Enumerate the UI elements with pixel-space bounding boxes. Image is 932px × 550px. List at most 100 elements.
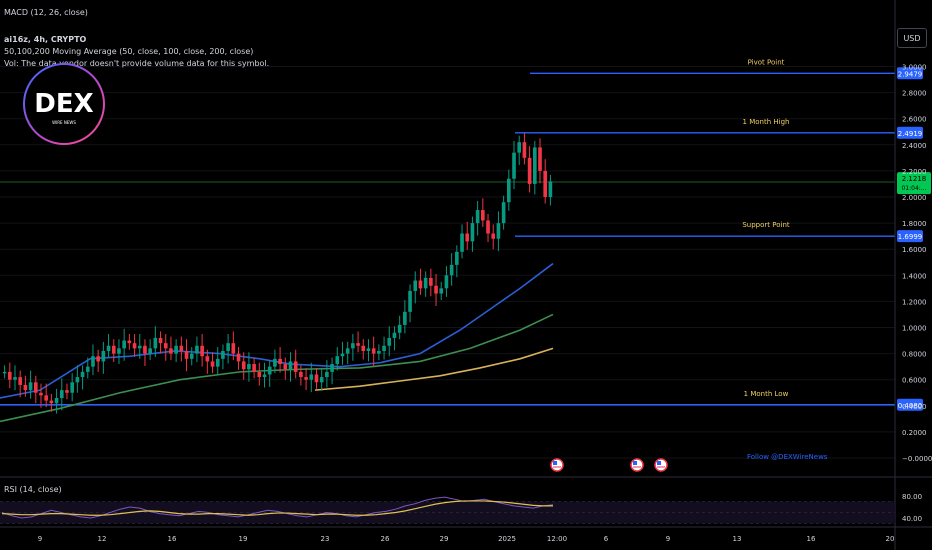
candle-body [382, 345, 386, 351]
candle-body [241, 361, 246, 370]
candle-body [506, 178, 511, 203]
current-price-badge [897, 172, 931, 195]
candle-body [179, 345, 184, 351]
candle-body [143, 345, 147, 354]
candle-body [215, 358, 220, 367]
rsi-indicator-label[interactable]: RSI (14, close) [4, 485, 62, 494]
rsi-band [0, 501, 895, 524]
time-tick-label: 9 [38, 535, 42, 543]
candle-body [101, 350, 106, 362]
candle-body [226, 343, 230, 351]
price-tick-label: 1.0000 [902, 325, 927, 333]
price-tick-label: 0.4000 [902, 403, 927, 411]
candle-body [465, 233, 470, 242]
level-name: Pivot Point [748, 58, 785, 66]
candle-body [2, 371, 7, 374]
level-name: 1 Month Low [744, 390, 789, 398]
level-price-badge [897, 230, 923, 243]
candle-body [351, 343, 355, 349]
symbol-label[interactable]: ai16z, 4h, CRYPTO [4, 35, 87, 44]
candle-body [85, 366, 90, 372]
level-price-label: 2.9479 [898, 70, 923, 78]
candle-body [444, 275, 449, 289]
candle-body [153, 337, 158, 349]
candle-body [304, 377, 308, 380]
volume-indicator-label: Vol: The data vendor doesn't provide vol… [4, 59, 270, 68]
ma200-line [314, 347, 554, 391]
price-tick-label: 1.6000 [902, 246, 927, 254]
candle-body [267, 366, 272, 375]
moving-averages [0, 262, 554, 423]
level-price-badge [897, 398, 923, 411]
currency-button[interactable]: USD [897, 28, 927, 48]
candle-body [132, 343, 137, 349]
level-price-badge [897, 126, 923, 139]
candle-body [449, 264, 454, 276]
level-name: 1 Month High [743, 118, 790, 126]
candle-body [408, 290, 412, 312]
time-tick-label: 12 [98, 535, 107, 543]
logo-text: DEX [34, 89, 93, 119]
candle-body [517, 142, 522, 153]
candlesticks [2, 133, 553, 414]
current-price-countdown: 01:04:... [901, 185, 926, 192]
time-tick-label: 16 [807, 535, 816, 543]
candle-body [283, 364, 288, 370]
candle-body [189, 353, 194, 359]
candle-body [39, 392, 43, 396]
candle-body [231, 343, 236, 354]
candle-body [538, 147, 542, 171]
candle-body [403, 311, 407, 325]
candle-body [429, 277, 433, 286]
candle-body [434, 285, 438, 294]
candle-body [522, 142, 527, 158]
price-tick-label: 0.8000 [902, 351, 927, 359]
rsi-ma-line [1, 500, 553, 516]
candle-body [345, 348, 350, 354]
candle-body [543, 170, 548, 197]
candle-body [371, 348, 376, 354]
macd-indicator-label[interactable]: MACD (12, 26, close) [4, 8, 88, 17]
candle-body [91, 356, 95, 367]
current-price-label: 2.1218 [902, 175, 927, 183]
candle-body [470, 223, 475, 242]
rsi-tick-label: 80.00 [902, 493, 922, 501]
price-tick-label: −0.0000 [902, 455, 932, 463]
candle-body [288, 361, 293, 370]
level-price-label: 2.4919 [898, 130, 923, 138]
time-tick-label: 13 [733, 535, 742, 543]
candle-body [117, 348, 121, 354]
time-tick-label: 23 [321, 535, 330, 543]
candle-body [127, 340, 132, 344]
candle-body [475, 210, 480, 224]
price-tick-label: 2.2000 [902, 168, 927, 176]
candle-body [309, 374, 314, 380]
candle-body [18, 377, 23, 385]
level-price-label: 0.4080 [898, 402, 923, 410]
candle-body [75, 377, 80, 383]
candle-body [7, 371, 12, 380]
level-lines: Pivot Point 2.9479 1 Month High 2.4919 Suppo… [0, 58, 931, 411]
candle-body [252, 364, 256, 372]
time-tick-label: 26 [381, 535, 390, 543]
time-tick-label: 12:00 [547, 535, 567, 543]
candle-body [397, 324, 402, 333]
candle-body [486, 220, 490, 234]
candle-body [236, 353, 241, 362]
dex-logo: DEX WIRE NEWS [23, 63, 105, 145]
candle-body [491, 233, 496, 239]
candle-body [33, 382, 38, 393]
candle-body [423, 277, 428, 289]
candle-body [96, 356, 100, 362]
price-tick-label: 1.2000 [902, 298, 927, 306]
candle-body [418, 280, 423, 289]
logo-subtext: WIRE NEWS [52, 120, 76, 125]
candle-body [148, 348, 152, 354]
candle-body [137, 345, 142, 349]
candle-body [13, 377, 17, 380]
candle-body [527, 157, 532, 184]
ma-indicator-label[interactable]: 50,100,200 Moving Average (50, close, 10… [4, 47, 254, 56]
candle-body [366, 348, 371, 351]
candle-body [195, 345, 199, 354]
